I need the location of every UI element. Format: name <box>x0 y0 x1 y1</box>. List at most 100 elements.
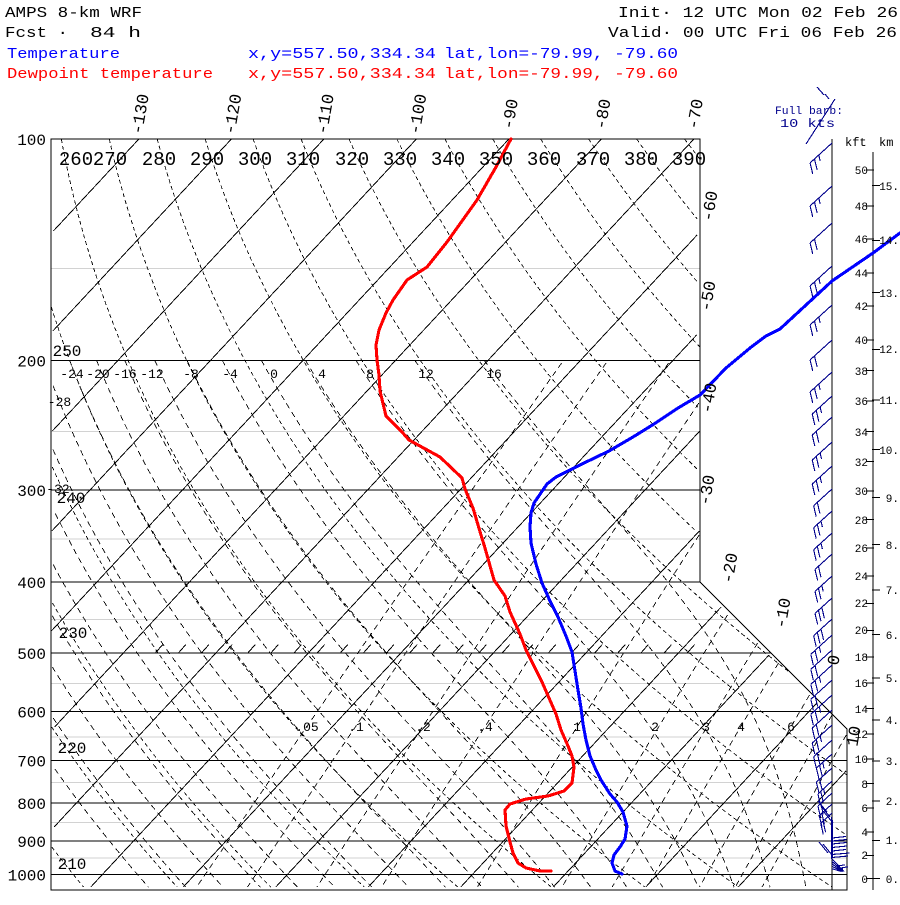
svg-text:400: 400 <box>17 575 46 593</box>
svg-text:210: 210 <box>58 856 87 874</box>
svg-text:700: 700 <box>17 754 46 772</box>
svg-text:10 kts: 10 kts <box>780 117 835 131</box>
svg-text:10.: 10. <box>879 446 899 458</box>
svg-text:4: 4 <box>737 720 745 735</box>
svg-text:8.: 8. <box>886 541 899 553</box>
svg-text:18: 18 <box>855 653 868 665</box>
svg-text:-28: -28 <box>48 395 71 410</box>
svg-text:-32: -32 <box>46 482 69 497</box>
svg-text:1.: 1. <box>886 836 899 848</box>
svg-text:-12: -12 <box>140 367 163 382</box>
svg-text:800: 800 <box>17 796 46 814</box>
svg-text:.05: .05 <box>295 720 318 735</box>
svg-text:50: 50 <box>855 166 868 178</box>
svg-text:40: 40 <box>855 336 868 348</box>
svg-text:lat,lon=-79.99, -79.60: lat,lon=-79.99, -79.60 <box>444 46 678 63</box>
svg-text:4.: 4. <box>886 716 899 728</box>
svg-text:900: 900 <box>17 834 46 852</box>
svg-text:270: 270 <box>93 149 127 171</box>
svg-text:1: 1 <box>573 720 581 735</box>
svg-text:84 h: 84 h <box>90 25 141 42</box>
svg-text:22: 22 <box>855 599 868 611</box>
svg-text:Fcst ·: Fcst · <box>5 25 68 42</box>
svg-text:380: 380 <box>624 149 658 171</box>
svg-text:42: 42 <box>855 302 868 314</box>
svg-text:kft: kft <box>845 136 867 150</box>
svg-text:0: 0 <box>825 654 845 667</box>
svg-text:38: 38 <box>855 367 868 379</box>
svg-text:48: 48 <box>855 202 868 214</box>
svg-text:Valid· 00 UTC Fri 06 Feb 26: Valid· 00 UTC Fri 06 Feb 26 <box>608 25 897 42</box>
svg-text:14: 14 <box>855 705 869 717</box>
svg-text:-8: -8 <box>183 367 199 382</box>
svg-text:10: 10 <box>844 725 866 748</box>
svg-text:12: 12 <box>418 367 434 382</box>
svg-text:2: 2 <box>861 851 868 863</box>
svg-text:12: 12 <box>855 730 868 742</box>
svg-text:250: 250 <box>53 343 82 361</box>
svg-text:280: 280 <box>142 149 176 171</box>
svg-text:0: 0 <box>861 875 868 887</box>
svg-text:-20: -20 <box>86 367 109 382</box>
svg-text:44: 44 <box>855 269 869 281</box>
svg-text:390: 390 <box>672 149 706 171</box>
svg-text:Dewpoint temperature: Dewpoint temperature <box>7 66 213 83</box>
svg-text:13.: 13. <box>879 289 899 301</box>
svg-text:36: 36 <box>855 397 868 409</box>
svg-text:240: 240 <box>57 490 86 508</box>
svg-text:3: 3 <box>702 720 710 735</box>
svg-text:20: 20 <box>855 626 868 638</box>
svg-text:4: 4 <box>861 828 868 840</box>
svg-text:360: 360 <box>527 149 561 171</box>
svg-text:x,y=557.50,334.34: x,y=557.50,334.34 <box>248 66 436 83</box>
svg-text:0: 0 <box>270 367 278 382</box>
svg-text:330: 330 <box>383 149 417 171</box>
svg-text:6: 6 <box>861 804 868 816</box>
svg-text:-4: -4 <box>222 367 238 382</box>
svg-text:28: 28 <box>855 516 868 528</box>
svg-text:3.: 3. <box>886 757 899 769</box>
svg-text:8: 8 <box>861 780 868 792</box>
svg-text:200: 200 <box>17 353 46 371</box>
svg-text:x,y=557.50,334.34: x,y=557.50,334.34 <box>248 46 436 63</box>
svg-text:7.: 7. <box>886 586 899 598</box>
svg-text:Temperature: Temperature <box>7 46 120 63</box>
svg-text:220: 220 <box>58 740 87 758</box>
svg-text:300: 300 <box>238 149 272 171</box>
svg-text:9.: 9. <box>886 494 899 506</box>
svg-text:350: 350 <box>479 149 513 171</box>
svg-text:Init· 12 UTC Mon 02 Feb 26: Init· 12 UTC Mon 02 Feb 26 <box>618 5 898 22</box>
svg-text:11.: 11. <box>879 396 899 408</box>
svg-text:.2: .2 <box>415 720 431 735</box>
svg-text:26: 26 <box>855 544 868 556</box>
svg-text:300: 300 <box>17 483 46 501</box>
svg-text:2.: 2. <box>886 797 899 809</box>
svg-text:km: km <box>879 136 893 150</box>
svg-text:8: 8 <box>366 367 374 382</box>
svg-text:370: 370 <box>576 149 610 171</box>
svg-text:10: 10 <box>855 755 868 767</box>
svg-text:24: 24 <box>855 572 869 584</box>
svg-text:5.: 5. <box>886 674 899 686</box>
svg-text:.1: .1 <box>348 720 364 735</box>
svg-text:-16: -16 <box>113 367 136 382</box>
svg-text:0.: 0. <box>886 875 899 887</box>
svg-text:6.: 6. <box>886 631 899 643</box>
svg-text:4: 4 <box>318 367 326 382</box>
svg-text:310: 310 <box>286 149 320 171</box>
svg-text:1000: 1000 <box>8 867 46 885</box>
svg-text:-24: -24 <box>60 367 84 382</box>
svg-text:Full barb:: Full barb: <box>775 106 843 118</box>
svg-text:600: 600 <box>17 704 46 722</box>
svg-text:AMPS 8-km WRF: AMPS 8-km WRF <box>5 5 142 22</box>
svg-text:14.: 14. <box>879 236 899 248</box>
svg-text:.4: .4 <box>477 720 493 735</box>
svg-text:100: 100 <box>17 132 46 150</box>
svg-text:16: 16 <box>855 679 868 691</box>
svg-text:340: 340 <box>431 149 465 171</box>
svg-text:30: 30 <box>855 487 868 499</box>
svg-text:16: 16 <box>486 367 502 382</box>
svg-text:lat,lon=-79.99, -79.60: lat,lon=-79.99, -79.60 <box>444 66 678 83</box>
svg-text:46: 46 <box>855 235 868 247</box>
svg-text:15.: 15. <box>879 182 899 194</box>
